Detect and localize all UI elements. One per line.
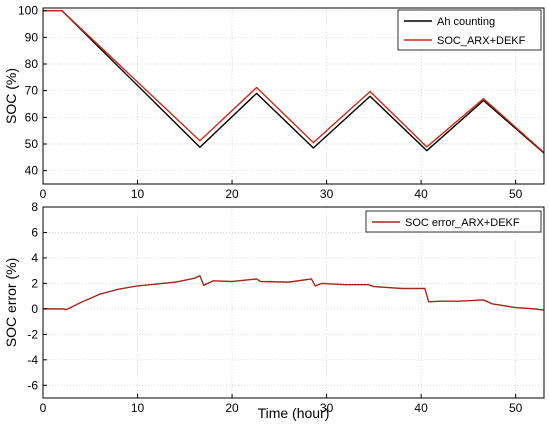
x-tick-label: 40 [414,187,428,201]
y-tick-label: -4 [27,353,38,367]
x-tick-label: 10 [131,401,145,415]
legend-label: SOC error_ARX+DEKF [405,217,520,229]
plot-area [43,207,544,398]
x-tick-label: 0 [40,187,47,201]
x-tick-label: 20 [225,187,239,201]
y-tick-label: -6 [27,378,38,392]
y-tick-label: 4 [31,251,38,265]
legend-box [397,9,542,51]
y-tick-label: 90 [25,30,39,44]
y-tick-label: 0 [31,302,38,316]
x-tick-label: 0 [40,401,47,415]
soc-error-chart: 0 10 20 30 40 50 -6 -4 -2 0 2 4 6 8 SOC error (%) Time … [3,200,545,421]
y-tick-label: 8 [31,200,38,214]
y-tick-label: 40 [25,164,39,178]
legend: SOC error_ARX+DEKF [365,210,542,233]
x-tick-label: 20 [225,401,239,415]
y-tick-label: 50 [25,137,39,151]
x-tick-label: 30 [320,187,334,201]
y-tick-label: 2 [31,276,38,290]
x-axis-label: Time (hour) [258,405,330,421]
soc-chart: 0 10 20 30 40 50 40 50 60 70 80 90 100 SOC (%) Ah coun… [3,4,545,201]
legend-box [365,210,542,233]
x-tick-label: 10 [131,187,145,201]
legend-label: SOC_ARX+DEKF [437,35,526,47]
y-tick-label: 100 [18,4,38,18]
x-tick-label: 30 [320,401,334,415]
y-tick-label: 60 [25,110,39,124]
legend: Ah counting SOC_ARX+DEKF [397,9,542,51]
y-tick-label: 80 [25,57,39,71]
series-line-1 [43,275,545,311]
axes-frame [42,7,545,185]
x-tick-label: 40 [414,401,428,415]
x-tick-label: 50 [509,401,523,415]
y-axis-label: SOC error (%) [3,258,19,347]
x-tick-label: 50 [509,187,523,201]
y-tick-label: -2 [27,327,38,341]
y-axis-label: SOC (%) [3,68,19,124]
y-tick-label: 70 [25,84,39,98]
series-line-2 [43,9,545,154]
series-line-1 [43,9,545,154]
y-tick-label: 6 [31,225,38,239]
axes-frame [42,206,545,399]
legend-label: Ah counting [437,16,495,28]
